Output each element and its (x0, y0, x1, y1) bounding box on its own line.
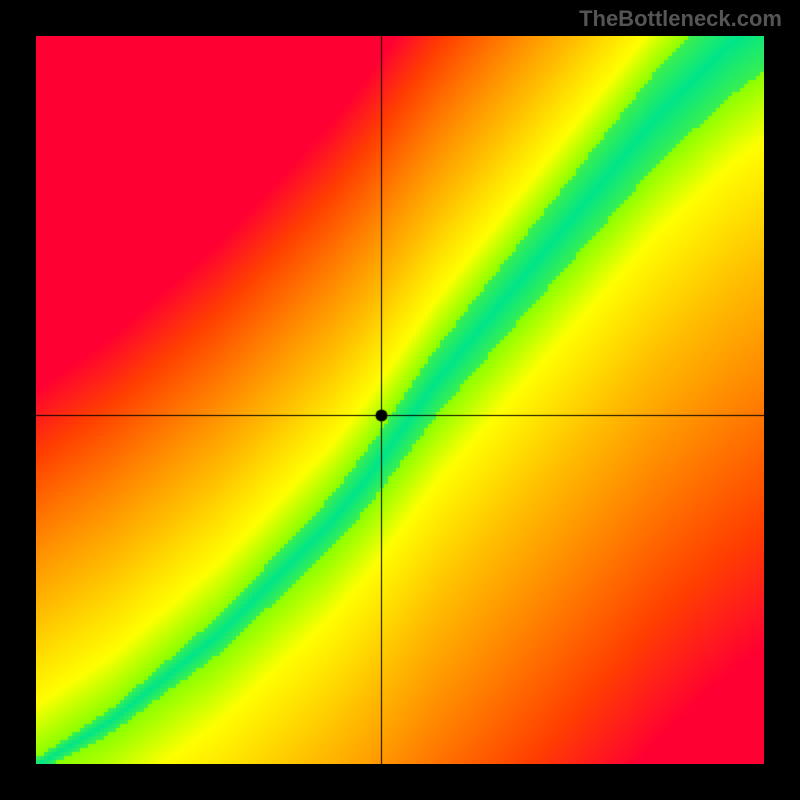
bottleneck-heatmap (36, 36, 764, 764)
chart-container: TheBottleneck.com (0, 0, 800, 800)
watermark-text: TheBottleneck.com (579, 6, 782, 32)
